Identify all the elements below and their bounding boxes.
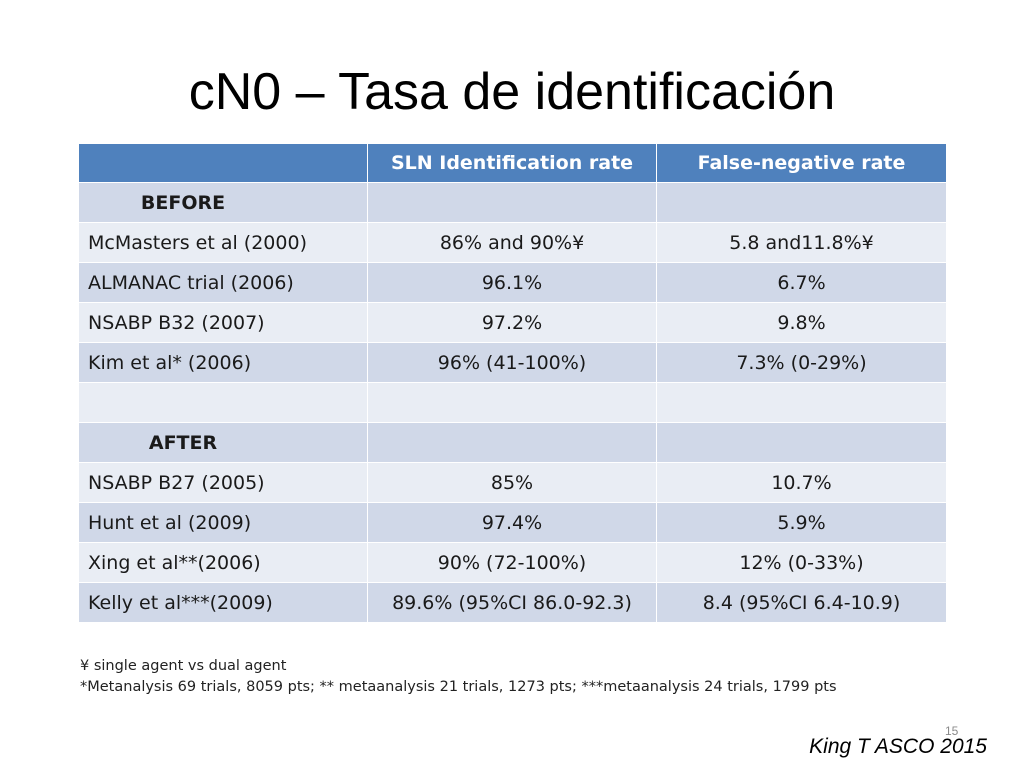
false-negative-cell: 7.3% (0-29%) — [656, 342, 947, 383]
section-row: BEFORE — [78, 182, 947, 223]
study-cell: Kim et al* (2006) — [78, 342, 368, 383]
false-negative-cell: 9.8% — [656, 302, 947, 343]
false-negative-cell — [656, 422, 947, 463]
footnote-metaanalysis: *Metanalysis 69 trials, 8059 pts; ** met… — [80, 679, 837, 695]
table-row: Kim et al* (2006) 96% (41-100%) 7.3% (0-29… — [78, 342, 947, 383]
study-cell: Xing et al**(2006) — [78, 542, 368, 583]
citation: King T ASCO 2015 — [809, 735, 987, 758]
section-label: BEFORE — [78, 182, 368, 223]
footnote-agent: ¥ single agent vs dual agent — [80, 658, 287, 674]
false-negative-cell: 8.4 (95%CI 6.4-10.9) — [656, 582, 947, 623]
page-number: 15 — [945, 724, 959, 738]
header-false-negative-rate: False-negative rate — [656, 143, 947, 183]
identification-rate-table: SLN Identification rate False-negative r… — [78, 143, 947, 623]
sln-rate-cell: 86% and 90%¥ — [367, 222, 657, 263]
footnotes: ¥ single agent vs dual agent *Metanalysi… — [80, 656, 980, 698]
table-row: NSABP B32 (2007) 97.2% 9.8% — [78, 302, 947, 343]
header-sln-identification-rate: SLN Identification rate — [367, 143, 657, 183]
false-negative-cell: 5.8 and11.8%¥ — [656, 222, 947, 263]
section-row: AFTER — [78, 422, 947, 463]
sln-rate-cell — [367, 382, 657, 423]
sln-rate-cell: 97.4% — [367, 502, 657, 543]
sln-rate-cell: 96% (41-100%) — [367, 342, 657, 383]
sln-rate-cell — [367, 182, 657, 223]
spacer-row — [78, 382, 947, 423]
table-row: Hunt et al (2009) 97.4% 5.9% — [78, 502, 947, 543]
table-row: Kelly et al***(2009) 89.6% (95%CI 86.0-92… — [78, 582, 947, 623]
false-negative-cell — [656, 182, 947, 223]
false-negative-cell: 12% (0-33%) — [656, 542, 947, 583]
study-cell: Hunt et al (2009) — [78, 502, 368, 543]
sln-rate-cell: 89.6% (95%CI 86.0-92.3) — [367, 582, 657, 623]
table-body: BEFORE McMasters et al (2000) 86% and 90%¥… — [78, 182, 947, 623]
study-cell: NSABP B32 (2007) — [78, 302, 368, 343]
study-cell: McMasters et al (2000) — [78, 222, 368, 263]
table-row: McMasters et al (2000) 86% and 90%¥ 5.8 an… — [78, 222, 947, 263]
slide-title: cN0 – Tasa de identificación — [188, 63, 836, 121]
false-negative-cell: 5.9% — [656, 502, 947, 543]
study-cell — [78, 382, 368, 423]
sln-rate-cell: 90% (72-100%) — [367, 542, 657, 583]
study-cell: NSABP B27 (2005) — [78, 462, 368, 503]
table-row: Xing et al**(2006) 90% (72-100%) 12% (0-33… — [78, 542, 947, 583]
header-study — [78, 143, 368, 183]
sln-rate-cell: 85% — [367, 462, 657, 503]
table-row: ALMANAC trial (2006) 96.1% 6.7% — [78, 262, 947, 303]
sln-rate-cell — [367, 422, 657, 463]
study-cell: Kelly et al***(2009) — [78, 582, 368, 623]
sln-rate-cell: 96.1% — [367, 262, 657, 303]
false-negative-cell: 10.7% — [656, 462, 947, 503]
false-negative-cell — [656, 382, 947, 423]
sln-rate-cell: 97.2% — [367, 302, 657, 343]
table-header-row: SLN Identification rate False-negative r… — [78, 143, 947, 183]
section-label: AFTER — [78, 422, 368, 463]
table-row: NSABP B27 (2005) 85% 10.7% — [78, 462, 947, 503]
false-negative-cell: 6.7% — [656, 262, 947, 303]
study-cell: ALMANAC trial (2006) — [78, 262, 368, 303]
